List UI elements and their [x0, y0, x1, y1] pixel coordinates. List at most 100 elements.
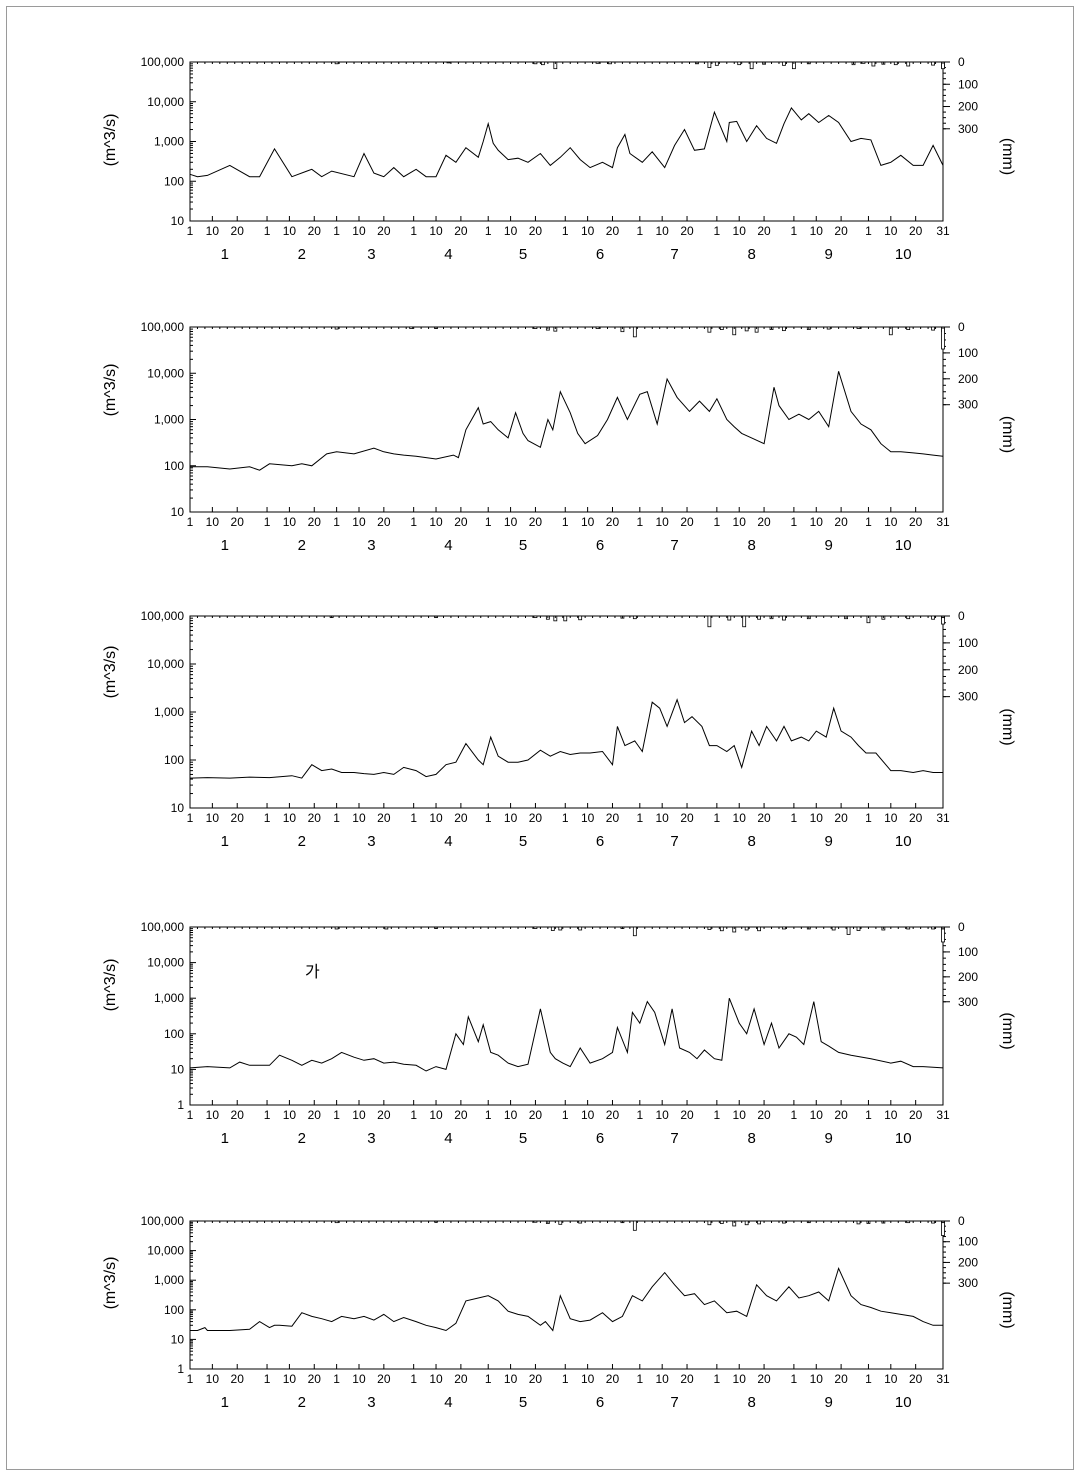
x-day-label: 10: [810, 515, 824, 529]
x-day-label: 20: [454, 811, 468, 825]
rain-bar: [632, 615, 637, 620]
x-day-label: 1: [187, 811, 194, 825]
secondary-axis-title: (mm): [999, 1291, 1016, 1328]
rain-bar: [558, 926, 563, 931]
x-day-label: 1: [865, 811, 872, 825]
rain-bar: [719, 926, 724, 932]
x-day-label: 20: [308, 515, 322, 529]
x-day-label: 31: [936, 515, 950, 529]
x-day-label: 1: [333, 1108, 340, 1122]
x-day-label: 1: [410, 515, 417, 529]
x-day-label: 1: [865, 515, 872, 529]
x-month-label: 5: [519, 246, 527, 263]
x-day-label: 10: [504, 515, 518, 529]
x-day-label: 20: [308, 1372, 322, 1386]
x-day-label: 10: [810, 1108, 824, 1122]
x-day-label: 1: [714, 1108, 721, 1122]
rain-bar: [632, 1220, 637, 1231]
x-day-label: 1: [714, 1372, 721, 1386]
rain-bar: [757, 615, 761, 620]
y-axis-title: (m^3/s): [102, 646, 119, 699]
x-day-label: 10: [884, 515, 898, 529]
secondary-axis-title: (mm): [999, 708, 1016, 745]
y-tick-label: 10: [171, 214, 185, 228]
x-day-label: 31: [936, 1108, 950, 1122]
x-day-label: 20: [454, 224, 468, 238]
x-month-label: 7: [670, 537, 678, 554]
x-day-label: 1: [264, 515, 271, 529]
x-month-label: 7: [670, 1130, 678, 1147]
y-tick-label: 100: [164, 1027, 184, 1041]
x-month-label: 9: [825, 537, 833, 554]
y-axis-title: (m^3/s): [102, 364, 119, 417]
rain-bar: [714, 61, 719, 66]
x-day-label: 20: [529, 1372, 543, 1386]
x-month-label: 10: [895, 1130, 912, 1147]
x-day-label: 1: [187, 515, 194, 529]
rain-bar: [707, 326, 712, 333]
rain-bar: [826, 326, 831, 330]
rain-bar: [856, 326, 861, 329]
x-day-label: 1: [333, 1372, 340, 1386]
x-day-label: 1: [485, 515, 492, 529]
rain-bar: [906, 926, 911, 930]
x-day-label: 20: [909, 224, 923, 238]
x-day-label: 1: [264, 1108, 271, 1122]
x-day-label: 20: [834, 224, 848, 238]
x-day-label: 20: [377, 811, 391, 825]
x-day-label: 1: [791, 224, 798, 238]
x-day-label: 10: [581, 1372, 595, 1386]
figure-frame: [6, 6, 1074, 1470]
flow-series-line: [189, 698, 943, 779]
x-month-label: 6: [596, 246, 604, 263]
x-day-label: 1: [636, 224, 643, 238]
rain-bar: [906, 1220, 911, 1224]
rain-bar: [856, 926, 861, 931]
x-day-label: 1: [410, 1108, 417, 1122]
y-tick-label: 10,000: [147, 657, 184, 671]
x-day-label: 20: [231, 811, 245, 825]
x-day-label: 10: [352, 1108, 366, 1122]
y-tick-label: 1,000: [154, 991, 184, 1005]
rain-axis-label: 300: [958, 398, 978, 412]
x-day-label: 1: [865, 1372, 872, 1386]
x-day-label: 20: [757, 1108, 771, 1122]
rain-bar: [533, 1220, 538, 1223]
y-tick-label: 100,000: [141, 920, 185, 934]
x-day-label: 10: [733, 811, 747, 825]
rain-bar: [906, 326, 911, 330]
rain-axis-label: 300: [958, 995, 978, 1009]
x-day-label: 20: [909, 515, 923, 529]
chart-panel: 1101001,00010,000100,000(m^3/s)010020030…: [102, 1214, 1016, 1411]
rain-bar: [334, 1220, 339, 1224]
rain-bar: [707, 615, 712, 628]
x-month-label: 4: [444, 1394, 452, 1411]
x-day-label: 1: [333, 811, 340, 825]
x-day-label: 20: [834, 811, 848, 825]
x-day-label: 10: [283, 811, 297, 825]
x-day-label: 1: [485, 1108, 492, 1122]
x-day-label: 10: [884, 1372, 898, 1386]
x-day-label: 1: [485, 811, 492, 825]
x-day-label: 20: [909, 1108, 923, 1122]
y-axis-title: (m^3/s): [102, 114, 119, 167]
x-day-label: 10: [655, 515, 669, 529]
y-tick-label: 1: [177, 1098, 184, 1112]
rain-bar: [744, 926, 749, 931]
x-month-label: 1: [221, 246, 229, 263]
x-day-label: 20: [680, 515, 694, 529]
rain-bar: [719, 1220, 724, 1224]
x-day-label: 20: [454, 1372, 468, 1386]
rain-bar: [384, 926, 389, 930]
x-month-label: 7: [670, 1394, 678, 1411]
x-day-label: 20: [377, 1372, 391, 1386]
rain-bar: [742, 615, 747, 628]
x-day-label: 20: [308, 224, 322, 238]
rain-bar: [533, 326, 538, 329]
x-month-label: 5: [519, 1394, 527, 1411]
x-day-label: 20: [757, 515, 771, 529]
x-month-label: 4: [444, 1130, 452, 1147]
x-month-label: 3: [367, 833, 375, 850]
y-axis-title: (m^3/s): [102, 1257, 119, 1310]
